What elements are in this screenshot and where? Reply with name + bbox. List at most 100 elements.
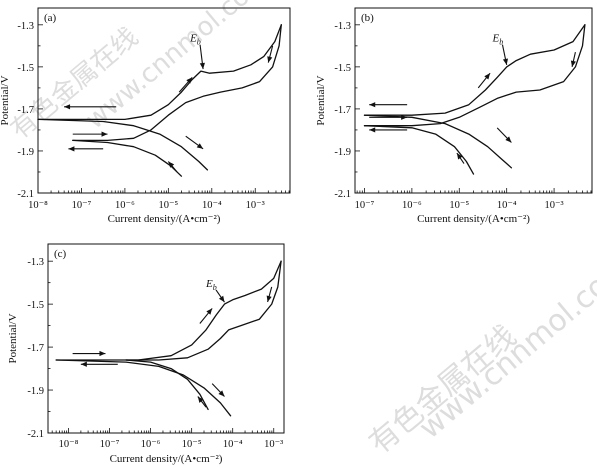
arrow-head <box>80 361 87 367</box>
series-curve-1 <box>55 260 282 361</box>
x-tick-label: 10⁻⁷ <box>72 200 92 211</box>
direction-arrow <box>199 308 213 324</box>
eb-annotation-label: Eb <box>491 33 503 47</box>
direction-arrow <box>80 361 118 367</box>
x-tick-label: 10⁻⁵ <box>449 200 469 211</box>
x-tick-label: 10⁻⁸ <box>28 200 48 211</box>
panel-label: (c) <box>54 248 67 260</box>
series-curve-4 <box>72 139 183 177</box>
y-tick-label: -1.5 <box>27 300 44 311</box>
y-tick-label: -2.1 <box>17 189 34 200</box>
eb-annotation-label: Eb <box>189 33 201 47</box>
y-tick-label: -1.9 <box>27 386 44 397</box>
arrow-head <box>101 131 108 137</box>
series-curve-1 <box>37 24 282 121</box>
panel-label: (a) <box>44 12 57 24</box>
x-tick-label: 10⁻⁶ <box>115 200 135 211</box>
series-curve-2 <box>125 260 282 361</box>
x-tick-label: 10⁻⁸ <box>59 439 79 450</box>
y-tick-label: -1.9 <box>334 147 351 158</box>
arrow-head <box>218 390 225 397</box>
arrow-head <box>206 308 213 315</box>
arrow-head <box>570 60 576 67</box>
y-tick-label: -1.3 <box>17 21 34 32</box>
x-tick-label: 10⁻⁷ <box>100 439 120 450</box>
arrow-head <box>502 58 508 65</box>
eb-annotation-label: Eb <box>205 278 217 292</box>
series-curve-2 <box>72 24 282 142</box>
direction-arrow <box>369 114 408 120</box>
direction-arrow <box>477 72 491 89</box>
direction-arrow <box>267 45 274 63</box>
arrow-head <box>218 295 225 303</box>
series-curve-2 <box>363 24 586 127</box>
direction-arrow <box>64 104 117 110</box>
y-tick-label: -1.7 <box>334 105 351 116</box>
direction-arrow <box>68 146 104 152</box>
y-tick-label: -1.9 <box>17 147 34 158</box>
y-axis-title: Potential/V <box>7 313 19 363</box>
y-tick-label: -1.5 <box>334 63 351 74</box>
x-tick-label: 10⁻⁶ <box>402 200 422 211</box>
plot-frame <box>47 243 285 434</box>
arrow-head <box>64 104 71 110</box>
series-curve-3 <box>55 359 232 417</box>
direction-arrow <box>211 383 225 397</box>
x-tick-label: 10⁻⁴ <box>497 200 517 211</box>
y-tick-label: -2.1 <box>334 189 351 200</box>
arrow-head <box>401 114 408 120</box>
direction-arrow <box>167 161 178 173</box>
direction-arrow <box>72 131 108 137</box>
direction-arrow <box>369 127 408 133</box>
x-tick-label: 10⁻⁴ <box>202 200 222 211</box>
panel-label: (b) <box>361 12 374 24</box>
arrow-head <box>186 77 193 84</box>
y-tick-label: -1.7 <box>27 343 44 354</box>
y-tick-label: -1.7 <box>17 105 34 116</box>
x-tick-label: 10⁻³ <box>544 200 563 211</box>
arrow-head <box>99 350 106 357</box>
arrow-head <box>456 153 463 160</box>
y-tick-label: -1.3 <box>334 21 351 32</box>
y-tick-label: -2.1 <box>27 429 44 440</box>
direction-arrow <box>570 52 576 67</box>
y-tick-label: -1.3 <box>27 257 44 268</box>
arrow-head <box>197 396 204 403</box>
eb-pointer-arrow <box>215 289 225 303</box>
x-axis-title: Current density/(A•cm⁻²) <box>110 453 223 465</box>
arrow-head <box>267 56 273 63</box>
chart-panel-a: 10⁻⁸ 10⁻⁷ 10⁻⁶ 10⁻⁵ 10⁻⁴ 10⁻³ -1.3 -1.5 -1.7 -1.9… <box>0 7 291 225</box>
arrow-head <box>484 73 491 80</box>
x-tick-label: 10⁻⁶ <box>141 439 161 450</box>
x-tick-label: 10⁻⁷ <box>355 200 375 211</box>
x-tick-label: 10⁻³ <box>246 200 265 211</box>
x-axis-title: Current density/(A•cm⁻²) <box>417 213 530 225</box>
watermark-url: www.cnnmol.com <box>413 249 597 446</box>
series-curve-3 <box>363 114 513 169</box>
direction-arrow <box>197 396 207 408</box>
series-curve-1 <box>363 24 586 116</box>
x-tick-label: 10⁻³ <box>264 439 283 450</box>
chart-panel-c: 10⁻⁸ 10⁻⁷ 10⁻⁶ 10⁻⁵ 10⁻⁴ 10⁻³ -1.3 -1.5 -1.7 -1.9… <box>7 243 285 465</box>
eb-pointer-arrow <box>501 44 508 65</box>
y-axis-title: Potential/V <box>0 75 11 125</box>
y-tick-label: -1.5 <box>17 63 34 74</box>
arrow-head <box>505 136 512 143</box>
arrow-head <box>266 295 272 302</box>
direction-arrow <box>72 350 106 357</box>
direction-arrow <box>266 286 273 303</box>
x-tick-label: 10⁻⁵ <box>182 439 202 450</box>
series-curve-4 <box>363 125 475 175</box>
direction-arrow <box>178 77 193 93</box>
arrow-head <box>199 62 205 70</box>
series-curve-4 <box>125 359 209 411</box>
arrow-head <box>369 127 376 133</box>
arrow-head <box>369 102 376 108</box>
x-tick-label: 10⁻⁴ <box>223 439 243 450</box>
x-tick-label: 10⁻⁵ <box>158 200 178 211</box>
arrow-head <box>168 161 175 168</box>
y-axis-title: Potential/V <box>315 75 327 125</box>
direction-arrow <box>369 102 408 108</box>
